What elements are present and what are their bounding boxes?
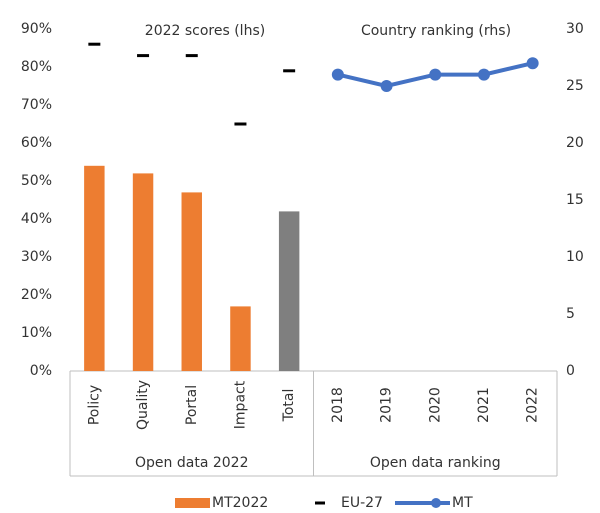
x-tick-label: Impact: [232, 380, 248, 429]
y-tick-label: 90%: [21, 21, 52, 37]
x-tick-label: Policy: [86, 385, 102, 425]
legend-swatch: [431, 498, 441, 508]
x-tick-label: Portal: [184, 385, 200, 425]
legend-label: MT: [452, 495, 473, 511]
x-tick-label: 2022: [525, 387, 541, 423]
x-tick-label: 2021: [476, 387, 492, 423]
y-tick-label: 50%: [21, 173, 52, 189]
x-tick-label: 2018: [330, 387, 346, 423]
bar: [84, 165, 105, 371]
y2-tick-label: 25: [566, 78, 584, 94]
y-tick-label: 20%: [21, 287, 52, 303]
x-tick-label: Quality: [135, 380, 151, 430]
rank-point: [477, 68, 490, 81]
y-tick-label: 10%: [21, 325, 52, 341]
legend-label: MT2022: [212, 495, 268, 511]
group-label: Open data ranking: [370, 455, 501, 471]
y-tick-label: 60%: [21, 135, 52, 151]
panel-title: Country ranking (rhs): [361, 23, 511, 39]
rank-point: [429, 68, 442, 81]
rank-point: [526, 57, 539, 70]
y-tick-label: 30%: [21, 249, 52, 265]
y2-tick-label: 0: [566, 363, 575, 379]
x-tick-label: 2020: [427, 387, 443, 423]
y2-tick-label: 30: [566, 21, 584, 37]
bar: [181, 192, 202, 371]
bar: [230, 306, 251, 371]
y2-tick-label: 20: [566, 135, 584, 151]
y2-tick-label: 15: [566, 192, 584, 208]
y-tick-label: 80%: [21, 59, 52, 75]
x-tick-label: Total: [281, 389, 297, 423]
bar: [132, 173, 154, 371]
group-label: Open data 2022: [135, 455, 248, 471]
y-tick-label: 40%: [21, 211, 52, 227]
x-tick-label: 2019: [379, 387, 395, 423]
legend-label: EU-27: [341, 495, 383, 511]
y2-tick-label: 5: [566, 306, 575, 322]
legend-swatch: [175, 498, 210, 508]
y-tick-label: 0%: [30, 363, 52, 379]
rank-point: [380, 80, 393, 92]
bar: [278, 211, 300, 371]
rank-point: [331, 68, 344, 81]
panel-title: 2022 scores (lhs): [145, 23, 265, 39]
y2-tick-label: 10: [566, 249, 584, 265]
y-tick-label: 70%: [21, 97, 52, 113]
